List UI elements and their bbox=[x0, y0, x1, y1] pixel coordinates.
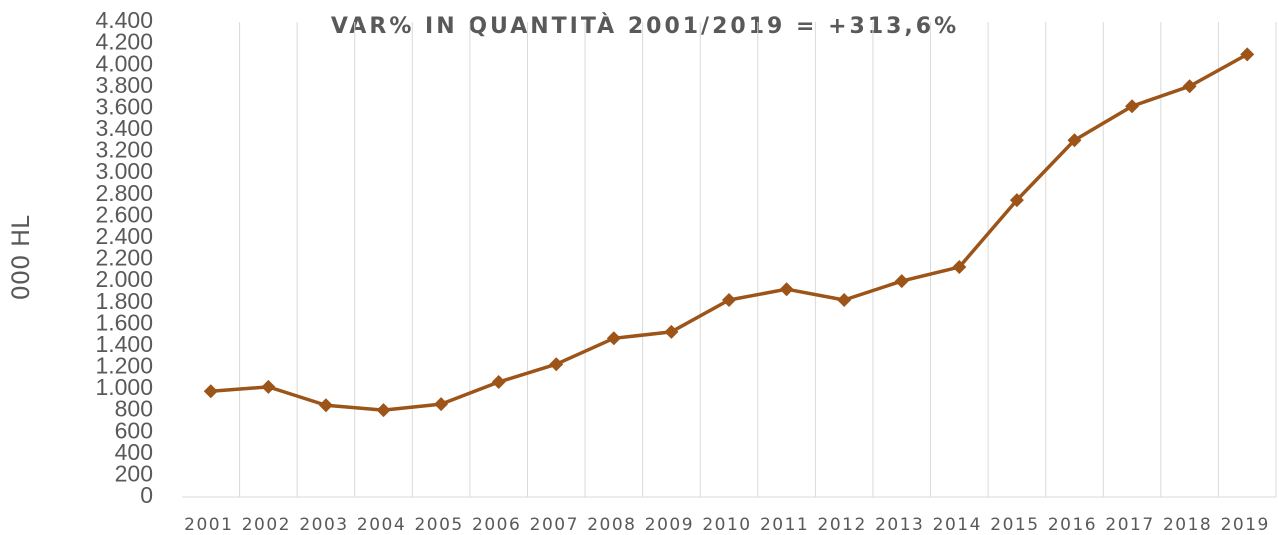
x-tick-label: 2011 bbox=[760, 515, 809, 535]
marker bbox=[434, 397, 449, 412]
y-tick-label: 3.400 bbox=[95, 115, 153, 141]
marker bbox=[318, 398, 333, 413]
marker bbox=[1182, 79, 1197, 94]
marker bbox=[894, 274, 909, 289]
y-tick-label: 3.600 bbox=[95, 93, 153, 119]
marker bbox=[1067, 133, 1082, 148]
x-tick-label: 2007 bbox=[530, 515, 579, 535]
y-tick-label: 2.600 bbox=[95, 201, 153, 227]
x-tick-label: 2017 bbox=[1105, 515, 1154, 535]
y-tick-label: 2.800 bbox=[95, 180, 153, 206]
x-tick-label: 2012 bbox=[818, 515, 867, 535]
marker bbox=[549, 357, 564, 372]
x-tick-label: 2004 bbox=[357, 515, 406, 535]
x-tick-label: 2001 bbox=[184, 515, 233, 535]
y-tick-label: 2.000 bbox=[95, 266, 153, 292]
marker bbox=[722, 292, 736, 307]
marker bbox=[779, 282, 794, 297]
y-tick-label: 1.200 bbox=[95, 353, 153, 379]
y-tick-label: 4.000 bbox=[95, 50, 153, 76]
y-tick-label: 3.800 bbox=[95, 72, 153, 98]
x-tick-label: 2010 bbox=[702, 515, 751, 535]
x-tick-label: 2015 bbox=[990, 515, 1039, 535]
x-tick-label: 2008 bbox=[587, 515, 636, 535]
x-tick-label: 2018 bbox=[1163, 515, 1212, 535]
y-tick-label: 400 bbox=[115, 439, 153, 465]
x-tick-label: 2006 bbox=[472, 515, 521, 535]
x-tick-label: 2019 bbox=[1221, 515, 1270, 535]
marker bbox=[606, 331, 621, 346]
y-tick-label: 800 bbox=[115, 396, 153, 422]
y-axis-label: 000 HL bbox=[7, 215, 35, 300]
y-tick-label: 3.200 bbox=[95, 137, 153, 163]
x-tick-label: 2005 bbox=[414, 515, 463, 535]
line bbox=[210, 52, 1249, 412]
y-tick-label: 2.200 bbox=[95, 245, 153, 271]
marker bbox=[376, 403, 391, 418]
y-tick-label: 2.400 bbox=[95, 223, 153, 249]
marker bbox=[1240, 47, 1255, 62]
x-tick-label: 2009 bbox=[645, 515, 694, 535]
marker bbox=[837, 292, 852, 307]
marker bbox=[491, 375, 506, 390]
marker bbox=[261, 379, 276, 394]
x-tick-label: 2013 bbox=[875, 515, 924, 535]
marker bbox=[203, 384, 218, 399]
x-tick-label: 2014 bbox=[933, 515, 982, 535]
y-tick-label: 1.600 bbox=[95, 309, 153, 335]
y-tick-label: 3.000 bbox=[95, 158, 153, 184]
y-tick-label: 4.200 bbox=[95, 29, 153, 55]
marker bbox=[1009, 193, 1024, 208]
x-tick-label: 2002 bbox=[242, 515, 291, 535]
x-tick-label: 2016 bbox=[1048, 515, 1097, 535]
y-tick-label: 200 bbox=[115, 460, 153, 486]
x-tick-label: 2003 bbox=[299, 515, 348, 535]
y-tick-label: 1.400 bbox=[95, 331, 153, 357]
y-tick-label: 1.800 bbox=[95, 288, 153, 314]
y-tick-label: 600 bbox=[115, 417, 153, 443]
y-tick-label: 0 bbox=[140, 482, 153, 508]
marker bbox=[664, 324, 679, 339]
chart-title: VAR% IN QUANTITÀ 2001/2019 = +313,6% bbox=[331, 13, 959, 39]
marker bbox=[952, 260, 967, 275]
y-tick-label: 1.000 bbox=[95, 374, 153, 400]
marker bbox=[1125, 99, 1140, 114]
y-tick-label: 4.400 bbox=[95, 7, 153, 33]
